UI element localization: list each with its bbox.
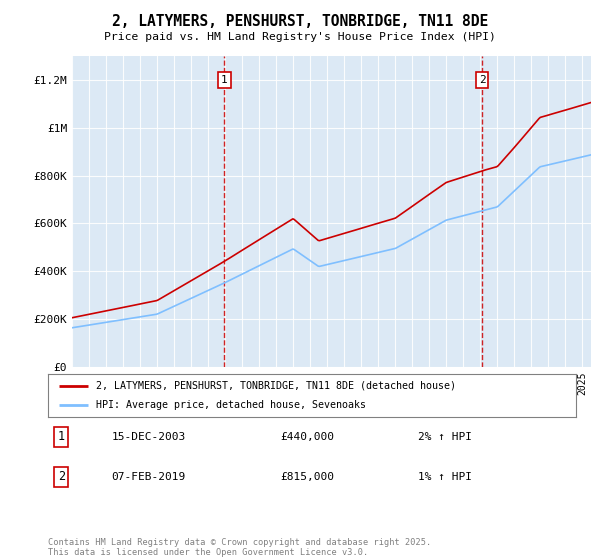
Text: £440,000: £440,000 <box>280 432 334 442</box>
Text: Price paid vs. HM Land Registry's House Price Index (HPI): Price paid vs. HM Land Registry's House … <box>104 32 496 43</box>
Text: Contains HM Land Registry data © Crown copyright and database right 2025.
This d: Contains HM Land Registry data © Crown c… <box>48 538 431 557</box>
Text: HPI: Average price, detached house, Sevenoaks: HPI: Average price, detached house, Seve… <box>95 400 365 410</box>
Text: 2: 2 <box>58 470 65 483</box>
Text: 2% ↑ HPI: 2% ↑ HPI <box>418 432 472 442</box>
Text: 2, LATYMERS, PENSHURST, TONBRIDGE, TN11 8DE (detached house): 2, LATYMERS, PENSHURST, TONBRIDGE, TN11 … <box>95 381 455 391</box>
Text: 1: 1 <box>58 430 65 443</box>
Text: 2, LATYMERS, PENSHURST, TONBRIDGE, TN11 8DE: 2, LATYMERS, PENSHURST, TONBRIDGE, TN11 … <box>112 14 488 29</box>
Text: £815,000: £815,000 <box>280 472 334 482</box>
Text: 1: 1 <box>221 75 228 85</box>
Text: 15-DEC-2003: 15-DEC-2003 <box>112 432 185 442</box>
Text: 07-FEB-2019: 07-FEB-2019 <box>112 472 185 482</box>
Text: 1% ↑ HPI: 1% ↑ HPI <box>418 472 472 482</box>
Text: 2: 2 <box>479 75 485 85</box>
